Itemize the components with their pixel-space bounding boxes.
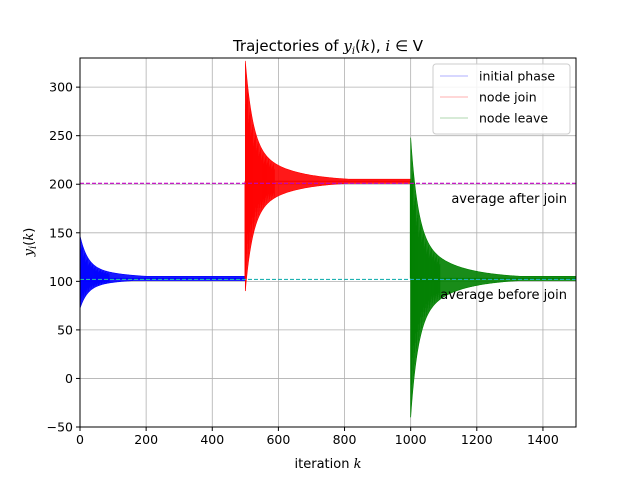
title-in-v: ∈ V <box>390 37 424 55</box>
y-axis-label-close: ) <box>22 228 37 233</box>
reference-lines <box>80 182 576 280</box>
annotations: average after join average before join <box>440 192 567 303</box>
y-axis-label-open: ( <box>22 241 37 246</box>
y-tick-label: 50 <box>57 322 73 337</box>
x-tick-label: 1400 <box>527 432 559 447</box>
title-arg: ( <box>355 37 361 55</box>
x-tick-label: 400 <box>200 432 224 447</box>
y-tick-label: 150 <box>49 225 73 240</box>
y-tick-label: 100 <box>49 274 73 289</box>
y-tick-label: 200 <box>49 177 73 192</box>
title-y: y <box>342 37 352 55</box>
chart-title: Trajectories of yi(k), i ∈ V <box>232 37 424 57</box>
title-i: i <box>385 37 390 55</box>
legend-label: initial phase <box>479 69 555 84</box>
x-tick-label: 0 <box>76 432 84 447</box>
y-tick-label: 0 <box>65 371 73 386</box>
x-tick-label: 1200 <box>461 432 493 447</box>
y-axis-label: yi(k) <box>22 228 39 258</box>
y-tick-label: 300 <box>49 80 73 95</box>
x-tick-label: 200 <box>134 432 158 447</box>
title-sub-i: i <box>352 46 355 57</box>
x-axis: 0 200 400 600 800 1000 1200 1400 <box>76 427 559 447</box>
y-axis-label-sub: i <box>28 246 39 249</box>
title-k: k <box>361 37 370 55</box>
legend: initial phase node join node leave <box>432 63 571 135</box>
annotation-average-before-join: average before join <box>440 288 567 303</box>
y-tick-label: 250 <box>49 128 73 143</box>
y-axis: −50 0 50 100 150 200 250 300 <box>47 80 80 435</box>
y-axis-label-y: y <box>22 248 37 257</box>
y-tick-label: −50 <box>47 420 73 435</box>
legend-label: node join <box>479 90 537 105</box>
axes-frame <box>79 57 577 428</box>
x-axis-label-k: k <box>354 457 362 472</box>
chart-title-prefix: Trajectories of <box>232 37 343 55</box>
x-tick-label: 1000 <box>395 432 427 447</box>
x-tick-label: 600 <box>266 432 290 447</box>
legend-box <box>432 63 571 135</box>
x-axis-label-text: iteration <box>295 457 354 472</box>
x-tick-label: 800 <box>333 432 357 447</box>
x-axis-label: iteration k <box>295 457 362 472</box>
title-mid: ), <box>370 37 385 55</box>
legend-label: node leave <box>479 111 548 126</box>
annotation-average-after-join: average after join <box>451 192 567 207</box>
y-axis-label-k: k <box>22 233 37 241</box>
